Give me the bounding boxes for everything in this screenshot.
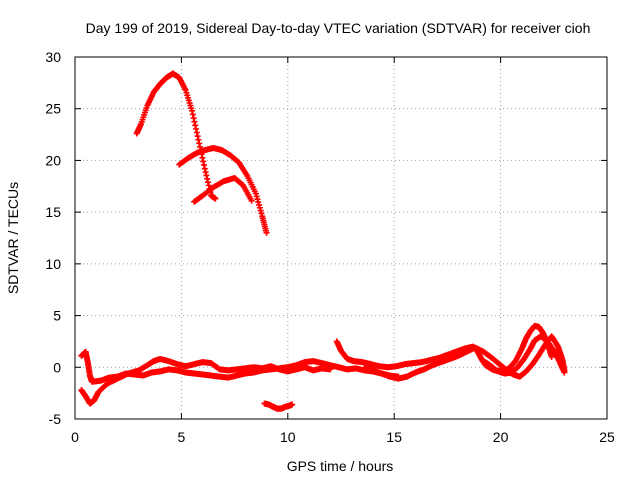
y-tick-label: -5	[49, 411, 62, 427]
y-tick-label: 20	[45, 152, 61, 168]
series-low-band-5	[480, 322, 555, 375]
x-tick-label: 5	[178, 429, 186, 445]
grid	[75, 57, 607, 419]
tick-labels: 0 5 10 15 20 25 -5 0 5 10 15 20 25 30	[45, 49, 615, 445]
data-points	[78, 70, 568, 412]
series-low-band-2	[78, 356, 334, 407]
series-low-band-6	[261, 400, 296, 412]
series-arc-b	[176, 145, 270, 236]
y-tick-label: 5	[53, 308, 61, 324]
plot-frame	[74, 56, 608, 420]
y-tick-label: 30	[45, 49, 61, 65]
y-axis-label: SDTVAR / TECUs	[5, 182, 21, 294]
x-tick-label: 10	[280, 429, 296, 445]
x-axis-label: GPS time / hours	[287, 458, 394, 474]
chart-title: Day 199 of 2019, Sidereal Day-to-day VTE…	[86, 20, 591, 36]
y-tick-label: 10	[45, 256, 61, 272]
x-tick-label: 0	[71, 429, 79, 445]
data-point	[212, 195, 219, 202]
ticks	[74, 56, 608, 420]
data-point	[327, 366, 334, 373]
x-tick-label: 15	[386, 429, 402, 445]
y-tick-label: 0	[53, 359, 61, 375]
x-tick-label: 20	[493, 429, 509, 445]
data-point	[289, 401, 296, 408]
series-arc-c	[191, 175, 255, 205]
y-tick-label: 15	[45, 204, 61, 220]
data-point	[263, 229, 270, 236]
data-point	[548, 353, 555, 360]
series-arc-a	[133, 70, 219, 202]
data-point	[248, 197, 255, 204]
data-point	[561, 367, 568, 374]
y-tick-label: 25	[45, 101, 61, 117]
x-tick-label: 25	[599, 429, 615, 445]
